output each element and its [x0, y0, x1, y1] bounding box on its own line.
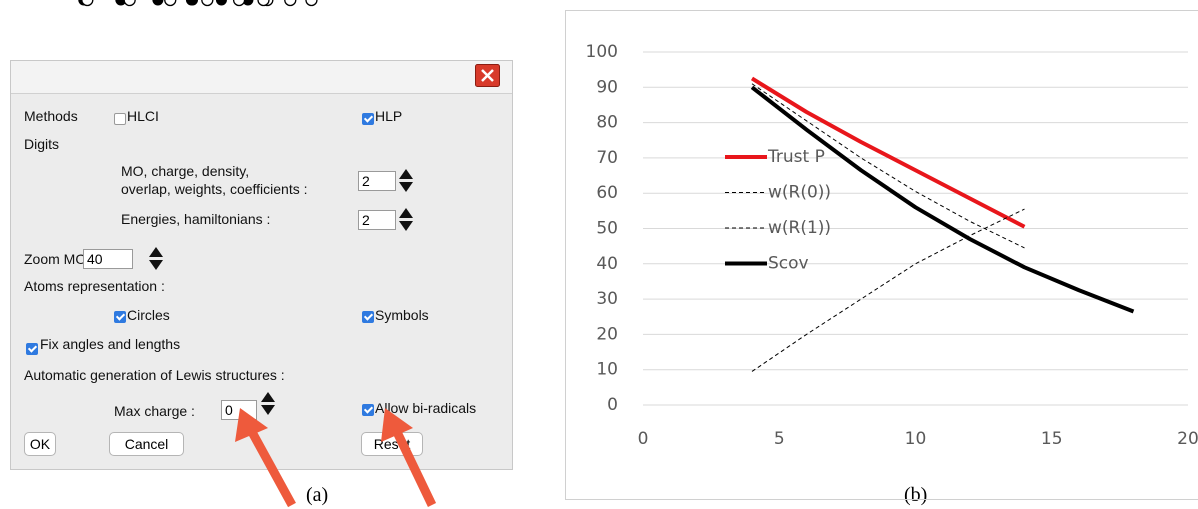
point: [216, 0, 227, 6]
y-tick-label: 100: [586, 42, 618, 62]
x-tick-label: 0: [638, 429, 649, 449]
y-tick-label: 80: [596, 113, 618, 133]
y-tick-label: 50: [596, 219, 618, 239]
chart: 0 10 20 30 40 50 60 70 80 90 100 0 5 10 15 20 Trust P w(R…: [0, 0, 1198, 509]
legend-label: w(R(1)): [768, 218, 831, 238]
point: [124, 0, 135, 6]
y-tick-label: 90: [596, 77, 618, 97]
legend-label: Trust P: [767, 147, 825, 167]
chart-frame: [566, 11, 1198, 500]
y-tick-label: 20: [596, 324, 618, 344]
legend-label: Scov: [768, 254, 809, 274]
x-tick-label: 20: [1177, 429, 1198, 449]
point: [165, 0, 176, 6]
x-tick-label: 15: [1041, 429, 1063, 449]
legend-marker: [258, 0, 269, 6]
page: Methods HLCI HLP Digits MO, charge, dens…: [0, 0, 1198, 509]
x-tick-label: 10: [905, 429, 927, 449]
point: [202, 0, 213, 6]
y-tick-label: 30: [596, 289, 618, 309]
point: [82, 0, 93, 6]
point: [285, 0, 296, 6]
legend-label: w(R(0)): [768, 183, 831, 203]
point: [152, 0, 163, 6]
y-tick-label: 60: [596, 183, 618, 203]
y-tick-label: 0: [607, 395, 618, 415]
y-tick-label: 40: [596, 254, 618, 274]
y-tick-label: 10: [596, 360, 618, 380]
x-tick-label: 5: [774, 429, 785, 449]
y-tick-label: 70: [596, 148, 618, 168]
point: [306, 0, 317, 6]
point: [234, 0, 245, 6]
